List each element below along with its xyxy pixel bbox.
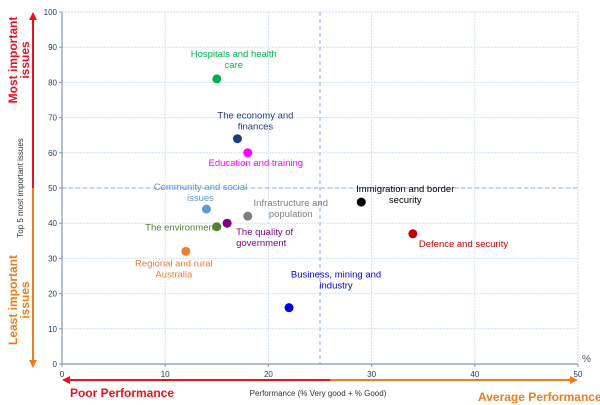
right-arrow-head bbox=[570, 376, 578, 384]
data-label: The economy and finances bbox=[217, 111, 293, 133]
y-tick-label: 10 bbox=[48, 325, 57, 334]
y-tick-label: 60 bbox=[48, 149, 57, 158]
data-point bbox=[243, 148, 253, 158]
data-label-line: Community and social bbox=[154, 182, 247, 193]
x-tick-label: 40 bbox=[470, 370, 479, 379]
least-important-line1: Least important bbox=[6, 255, 20, 345]
data-label: Immigration and border security bbox=[356, 184, 454, 206]
data-point bbox=[408, 229, 418, 239]
data-label-line: issues bbox=[187, 193, 214, 204]
y-tick-label: 20 bbox=[48, 290, 57, 299]
x-unit-label: % bbox=[582, 354, 591, 365]
data-label-line: care bbox=[225, 60, 243, 71]
data-label-line: The economy and bbox=[217, 111, 293, 122]
data-point bbox=[356, 197, 366, 207]
least-important-line2: issues bbox=[18, 281, 32, 319]
data-point bbox=[232, 134, 242, 144]
x-tick-label: 50 bbox=[574, 370, 583, 379]
data-label: Infrastructure and population bbox=[254, 198, 328, 220]
data-label-line: Regional and rural bbox=[135, 258, 213, 269]
y-tick-label: 90 bbox=[48, 43, 57, 52]
data-label: The quality of government bbox=[236, 227, 293, 249]
x-tick-label: 10 bbox=[161, 370, 170, 379]
data-label: The environment bbox=[145, 223, 217, 234]
data-point bbox=[181, 246, 191, 256]
x-tick-label: 30 bbox=[367, 370, 376, 379]
side-arrows bbox=[29, 12, 578, 384]
y-axis-label: Top 5 most important issues bbox=[16, 138, 25, 238]
data-point bbox=[284, 303, 294, 313]
left-arrow-head bbox=[62, 376, 70, 384]
data-label-line: industry bbox=[319, 281, 353, 292]
data-label-line: finances bbox=[238, 122, 274, 133]
down-arrow-head bbox=[29, 360, 37, 368]
data-label-line: The quality of bbox=[236, 227, 293, 238]
up-arrow-head bbox=[29, 12, 37, 20]
most-important-line2: issues bbox=[18, 41, 32, 79]
y-tick-labels: 0 10 20 30 40 50 60 70 80 90 100 bbox=[44, 8, 62, 369]
data-label-line: Immigration and border bbox=[356, 184, 454, 195]
y-tick-label: 100 bbox=[44, 8, 58, 17]
data-label-line: Education and training bbox=[208, 158, 303, 169]
data-labels: Hospitals and health care The economy and f… bbox=[135, 49, 508, 292]
data-point bbox=[212, 74, 222, 84]
x-tick-labels: 0 10 20 30 40 50 bbox=[60, 364, 583, 379]
data-label: Regional and rural Australia bbox=[135, 258, 213, 280]
data-point bbox=[201, 204, 211, 214]
least-important-label: Least important issues bbox=[6, 255, 32, 345]
x-axis-label: Performance (% Very good + % Good) bbox=[250, 389, 387, 398]
data-label-line: Defence and security bbox=[419, 239, 508, 250]
data-label-line: The environment bbox=[145, 223, 217, 234]
y-tick-label: 0 bbox=[53, 360, 58, 369]
data-point bbox=[222, 218, 232, 228]
data-label-line: Business, mining and bbox=[291, 270, 381, 281]
most-important-label: Most important issues bbox=[6, 17, 32, 104]
data-point bbox=[212, 222, 222, 232]
poor-performance-label: Poor Performance bbox=[70, 386, 174, 400]
average-performance-label: Average Performance bbox=[478, 390, 600, 404]
data-label: Hospitals and health care bbox=[191, 49, 277, 71]
data-label: Defence and security bbox=[419, 239, 508, 250]
data-label-line: Infrastructure and bbox=[254, 198, 328, 209]
data-label-line: security bbox=[389, 195, 422, 206]
x-tick-label: 0 bbox=[60, 370, 65, 379]
data-label-line: Hospitals and health bbox=[191, 49, 277, 60]
data-label-line: Australia bbox=[155, 269, 193, 280]
data-label: Education and training bbox=[208, 158, 303, 169]
data-label-line: government bbox=[236, 238, 287, 249]
reference-lines bbox=[62, 12, 578, 364]
y-tick-label: 70 bbox=[48, 114, 57, 123]
y-tick-label: 80 bbox=[48, 78, 57, 87]
x-tick-label: 20 bbox=[264, 370, 273, 379]
data-label: Business, mining and industry bbox=[291, 270, 381, 292]
most-important-line1: Most important bbox=[6, 17, 20, 104]
y-tick-label: 30 bbox=[48, 254, 57, 263]
data-points bbox=[181, 74, 418, 313]
data-label-line: population bbox=[269, 209, 313, 220]
y-tick-label: 50 bbox=[48, 184, 57, 193]
y-tick-label: 40 bbox=[48, 219, 57, 228]
data-label: Community and social issues bbox=[154, 182, 247, 204]
data-point bbox=[243, 211, 253, 221]
